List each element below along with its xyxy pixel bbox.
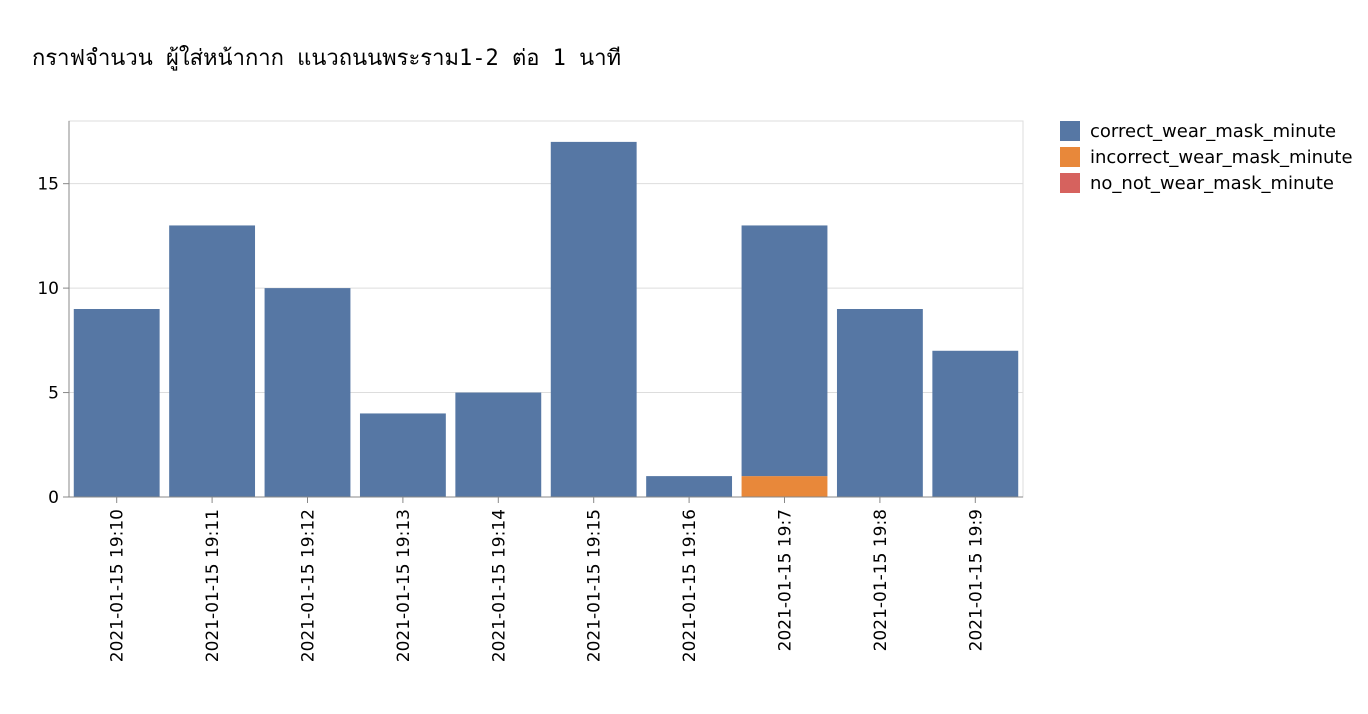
bar-correct-wear-mask-minute [550,141,637,497]
y-tick-label: 15 [37,175,59,195]
bar-correct-wear-mask-minute [169,225,256,497]
x-tick-label: 2021-01-15 19:16 [680,509,700,662]
bar-incorrect-wear-mask-minute [741,476,828,497]
bar-correct-wear-mask-minute [73,309,160,497]
legend-swatch [1060,121,1080,141]
x-tick-label: 2021-01-15 19:8 [871,509,891,651]
x-tick-label: 2021-01-15 19:12 [299,509,319,662]
legend-swatch [1060,173,1080,193]
bar-correct-wear-mask-minute [932,350,1019,497]
x-tick-label: 2021-01-15 19:13 [394,509,414,662]
bar-correct-wear-mask-minute [741,225,828,477]
x-tick-label: 2021-01-15 19:14 [489,509,509,662]
y-tick-label: 0 [48,488,59,508]
legend-label: correct_wear_mask_minute [1090,121,1336,142]
legend-label: incorrect_wear_mask_minute [1090,147,1353,168]
bar-correct-wear-mask-minute [646,476,733,497]
bar-correct-wear-mask-minute [455,392,542,497]
bar-correct-wear-mask-minute [836,309,923,497]
x-tick-label: 2021-01-15 19:9 [966,509,986,651]
x-tick-label: 2021-01-15 19:10 [108,509,128,662]
bar-correct-wear-mask-minute [264,288,351,497]
x-tick-label: 2021-01-15 19:11 [203,509,223,662]
bar-correct-wear-mask-minute [359,413,446,497]
legend-label: no_not_wear_mask_minute [1090,173,1334,194]
chart-title: กราฟจำนวน ผู้ใส่หน้ากาก แนวถนนพระราม1-2 … [32,46,622,71]
x-tick-label: 2021-01-15 19:7 [776,509,796,651]
legend-swatch [1060,147,1080,167]
y-tick-label: 5 [48,384,59,404]
x-tick-label: 2021-01-15 19:15 [585,509,605,662]
y-tick-label: 10 [37,279,59,299]
